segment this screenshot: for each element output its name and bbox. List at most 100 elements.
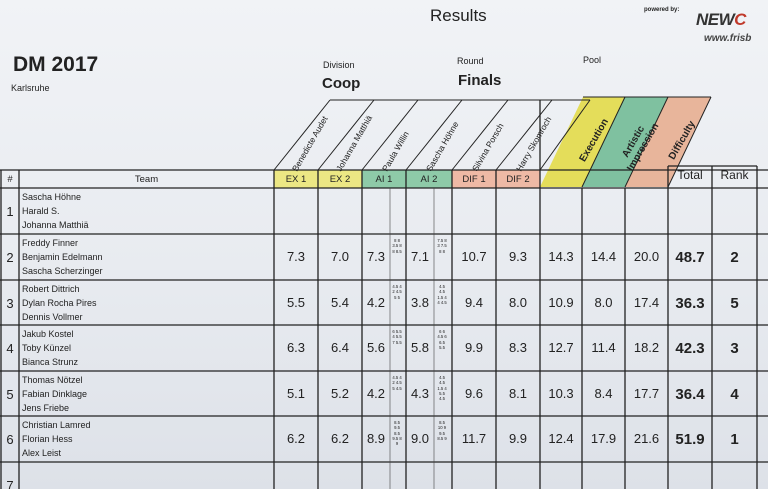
col-total-header: Total <box>677 168 703 182</box>
cell-ai1: 7.3 <box>366 249 386 264</box>
judge-subscores: 8.5 9.5 8.5 9.5 8 9 <box>392 420 402 447</box>
cell-ai2: 7.1 <box>410 249 430 264</box>
cell-ex2: 6.4 <box>330 340 350 355</box>
event-location: Karlsruhe <box>11 83 50 93</box>
cell-dif1: 9.9 <box>464 340 484 355</box>
row-number: 1 <box>6 204 14 219</box>
team-player: Johanna Matthiä <box>22 220 89 230</box>
row-number: 3 <box>6 296 14 311</box>
cell-artistic: 11.4 <box>591 340 616 355</box>
cell-dif1: 10.7 <box>461 249 487 264</box>
judge-subscores: 8 8 3.5 8 8 8.5 <box>392 238 402 254</box>
team-player: Dennis Vollmer <box>22 312 83 322</box>
col-ai2-header: AI 2 <box>420 174 438 185</box>
team-player: Florian Hess <box>22 434 73 444</box>
row-number: 4 <box>6 341 14 356</box>
cell-artistic: 14.4 <box>590 249 617 264</box>
cell-difficulty: 17.4 <box>633 295 660 310</box>
judge-subscores: 6 5.5 4 5.5 7 5.5 <box>392 329 402 345</box>
team-player: Sascha Höhne <box>22 192 82 202</box>
team-player: Alex Leist <box>22 448 62 458</box>
logo-text-1: NEW <box>696 10 735 29</box>
team-player: Jens Friebe <box>22 403 70 413</box>
cell-artistic: 17.9 <box>590 431 617 446</box>
col-team-header: Team <box>134 174 159 185</box>
cell-difficulty: 17.7 <box>633 386 660 401</box>
execution-header-bg <box>540 97 625 187</box>
col-number-header: # <box>7 174 13 185</box>
cell-rank: 4 <box>730 386 739 403</box>
logo-text-2: C <box>734 10 746 29</box>
round-value: Finals <box>458 72 502 89</box>
event-name: DM 2017 <box>13 53 99 76</box>
page-title: Results <box>430 6 487 25</box>
team-player: Fabian Dinklage <box>22 389 88 399</box>
judge-subscores: 8.5 10 9 9.5 8.5 9 <box>437 420 447 441</box>
judge-subscores: 4.5 4.5 1.5 4 4 4.5 <box>437 284 447 305</box>
cell-ai2: 5.8 <box>410 340 430 355</box>
row-number: 2 <box>6 250 14 265</box>
cell-ai1: 4.2 <box>366 386 386 401</box>
sponsor-logo: NEWC <box>696 10 746 30</box>
cell-artistic: 8.4 <box>594 386 613 401</box>
cell-dif1: 9.4 <box>464 295 484 310</box>
cell-dif2: 9.3 <box>508 249 528 264</box>
cell-total: 36.3 <box>675 295 705 312</box>
cell-execution: 12.4 <box>548 431 574 446</box>
sponsor-url: www.frisb <box>704 33 752 44</box>
cell-ex1: 5.1 <box>286 386 306 401</box>
cell-total: 48.7 <box>675 249 705 266</box>
cell-dif1: 11.7 <box>461 431 487 446</box>
judge-subscores: 7.5 8 3 7.5 8 8 <box>437 238 447 254</box>
team-player: Dylan Rocha Pires <box>22 298 97 308</box>
cell-dif2: 9.9 <box>508 431 528 446</box>
cell-rank: 1 <box>730 431 739 448</box>
division-value: Coop <box>322 75 361 92</box>
team-player: Christian Lamred <box>22 420 91 430</box>
cell-dif2: 8.0 <box>508 295 528 310</box>
round-label: Round <box>457 56 484 66</box>
judge-subscores: 6 6 4.5 6 6.5 5.5 <box>437 329 447 350</box>
cell-ai2: 3.8 <box>410 295 430 310</box>
team-player: Jakub Kostel <box>22 329 74 339</box>
cell-execution: 14.3 <box>548 249 574 264</box>
team-player: Freddy Finner <box>22 238 79 248</box>
cell-artistic: 8.0 <box>594 295 613 310</box>
division-label: Division <box>323 60 355 70</box>
cell-ai1: 5.6 <box>366 340 386 355</box>
cell-total: 36.4 <box>675 386 705 403</box>
cell-ex1: 7.3 <box>286 249 306 264</box>
cell-rank: 3 <box>730 340 739 357</box>
cell-ex1: 6.3 <box>286 340 306 355</box>
difficulty-header-bg <box>625 97 711 187</box>
team-player: Thomas Nötzel <box>22 375 83 385</box>
cell-ai1: 4.2 <box>366 295 386 310</box>
row-number: 6 <box>6 432 14 447</box>
team-player: Toby Künzel <box>22 343 72 353</box>
team-player: Sascha Scherzinger <box>22 266 103 276</box>
col-dif2-header: DIF 2 <box>506 174 530 185</box>
cell-dif2: 8.1 <box>508 386 528 401</box>
cell-ex2: 7.0 <box>330 249 350 264</box>
cell-execution: 10.9 <box>548 295 574 310</box>
cell-ex1: 6.2 <box>286 431 306 446</box>
cell-ai2: 9.0 <box>410 431 430 446</box>
cell-ai1: 8.9 <box>366 431 386 446</box>
team-player: Robert Dittrich <box>22 284 80 294</box>
col-dif1-header: DIF 1 <box>462 174 486 185</box>
pool-label: Pool <box>583 55 602 65</box>
cell-dif1: 9.6 <box>464 386 484 401</box>
judge-subscores: 4.5 4 2 4.5 5 5 <box>392 284 402 300</box>
cell-difficulty: 18.2 <box>633 340 660 355</box>
cell-rank: 2 <box>730 249 739 266</box>
team-player: Harald S. <box>22 206 60 216</box>
cell-execution: 10.3 <box>548 386 574 401</box>
team-player: Bianca Strunz <box>22 357 79 367</box>
col-ex1-header: EX 1 <box>285 174 307 185</box>
judge-subscores: 4.5 4.5 1.5 4 5.5 4.5 <box>437 375 447 402</box>
cell-ex2: 6.2 <box>330 431 350 446</box>
cell-ex2: 5.4 <box>330 295 350 310</box>
cell-difficulty: 21.6 <box>633 431 660 446</box>
